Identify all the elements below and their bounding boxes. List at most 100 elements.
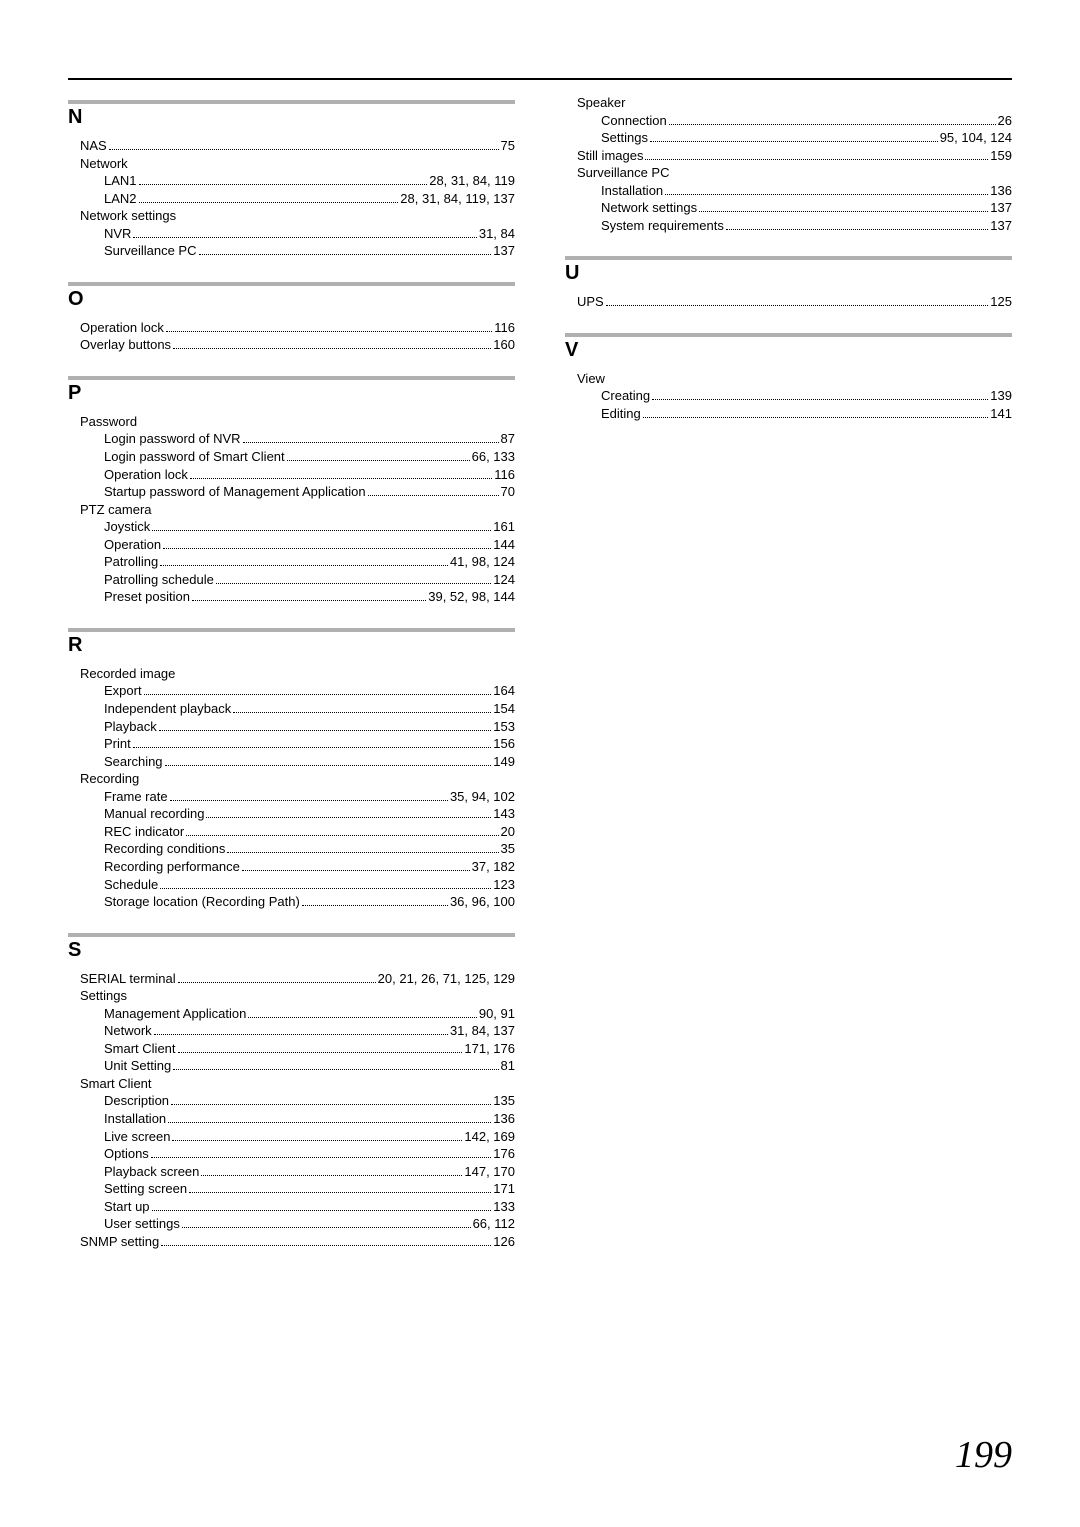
index-entry-pages: 31, 84, 137 (450, 1022, 515, 1040)
leader-dots (109, 149, 499, 150)
leader-dots (160, 565, 448, 566)
index-entry: Smart Client171, 176 (68, 1040, 515, 1058)
index-entry-label: Login password of Smart Client (104, 448, 285, 466)
index-entry-pages: 136 (990, 182, 1012, 200)
leader-dots (192, 600, 426, 601)
index-entry-label: Joystick (104, 518, 150, 536)
index-entry: Options176 (68, 1145, 515, 1163)
index-entry: User settings66, 112 (68, 1215, 515, 1233)
index-entry-label: NVR (104, 225, 131, 243)
index-entry-label: Options (104, 1145, 149, 1163)
index-heading: Smart Client (68, 1075, 515, 1093)
index-entry-pages: 66, 112 (473, 1215, 515, 1233)
leader-dots (652, 399, 988, 400)
index-heading: Recording (68, 770, 515, 788)
index-entry: UPS125 (565, 293, 1012, 311)
index-entry-pages: 143 (493, 805, 515, 823)
index-entry-pages: 95, 104, 124 (940, 129, 1012, 147)
section-letter: N (68, 106, 515, 129)
leader-dots (199, 254, 492, 255)
index-entry-label: Frame rate (104, 788, 168, 806)
section-letter: O (68, 288, 515, 311)
index-entry: NAS 75 (68, 137, 515, 155)
index-entry-label: Startup password of Management Applicati… (104, 483, 366, 501)
index-entry-pages: 161 (493, 518, 515, 536)
index-heading: Speaker (565, 94, 1012, 112)
leader-dots (287, 460, 470, 461)
index-entry: Connection26 (565, 112, 1012, 130)
index-entry-pages: 154 (493, 700, 515, 718)
section-gap (565, 423, 1012, 439)
index-heading: Settings (68, 987, 515, 1005)
index-page: NNAS75NetworkLAN128, 31, 84, 119LAN228, … (0, 0, 1080, 1527)
index-heading: View (565, 370, 1012, 388)
section-rule (68, 282, 515, 286)
index-entry-label: UPS (577, 293, 604, 311)
index-entry: LAN128, 31, 84, 119 (68, 172, 515, 190)
index-heading: PTZ camera (68, 501, 515, 519)
index-entry-pages: 35, 94, 102 (450, 788, 515, 806)
index-entry-pages: 37, 182 (472, 858, 515, 876)
index-entry-label: Patrolling schedule (104, 571, 214, 589)
index-entry: Network settings137 (565, 199, 1012, 217)
leader-dots (144, 694, 492, 695)
index-entry: Independent playback154 (68, 700, 515, 718)
index-entry-label: Operation (104, 536, 161, 554)
index-entry: Login password of Smart Client66, 133 (68, 448, 515, 466)
index-entry: Operation144 (68, 536, 515, 554)
section-gap (68, 1250, 515, 1266)
leader-dots (161, 1245, 491, 1246)
index-entry-pages: 75 (501, 137, 515, 155)
index-heading: Password (68, 413, 515, 431)
section-rule (68, 100, 515, 104)
index-entry-pages: 35 (501, 840, 515, 858)
leader-dots (302, 905, 448, 906)
index-entry: Operation lock116 (68, 466, 515, 484)
index-entry-pages: 36, 96, 100 (450, 893, 515, 911)
section-letter: R (68, 634, 515, 657)
leader-dots (139, 184, 428, 185)
index-entry-label: Start up (104, 1198, 150, 1216)
leader-dots (171, 1104, 491, 1105)
index-entry: Schedule123 (68, 876, 515, 894)
index-entry-pages: 156 (493, 735, 515, 753)
index-entry: Searching149 (68, 753, 515, 771)
right-column: SpeakerConnection26Settings95, 104, 124S… (565, 94, 1012, 1266)
index-entry-label: Export (104, 682, 142, 700)
leader-dots (133, 237, 476, 238)
leader-dots (154, 1034, 448, 1035)
index-entry-pages: 126 (493, 1233, 515, 1251)
index-entry-pages: 137 (990, 217, 1012, 235)
index-entry-label: Description (104, 1092, 169, 1110)
index-entry-pages: 137 (493, 242, 515, 260)
index-entry-pages: 70 (501, 483, 515, 501)
index-entry-pages: 164 (493, 682, 515, 700)
section-letter: P (68, 382, 515, 405)
index-entry: Export 164 (68, 682, 515, 700)
index-entry: Management Application90, 91 (68, 1005, 515, 1023)
section-gap (565, 234, 1012, 250)
leader-dots (178, 982, 376, 983)
leader-dots (173, 1069, 498, 1070)
index-entry-pages: 124 (493, 571, 515, 589)
index-entry-label: Live screen (104, 1128, 170, 1146)
index-entry-label: Unit Setting (104, 1057, 171, 1075)
index-entry: Login password of NVR87 (68, 430, 515, 448)
section-letter: S (68, 939, 515, 962)
index-entry: Settings95, 104, 124 (565, 129, 1012, 147)
index-entry-label: Surveillance PC (104, 242, 197, 260)
index-entry-pages: 20, 21, 26, 71, 125, 129 (378, 970, 515, 988)
leader-dots (606, 305, 989, 306)
index-entry-label: Operation lock (80, 319, 164, 337)
index-entry-pages: 147, 170 (464, 1163, 515, 1181)
index-entry-label: NAS (80, 137, 107, 155)
leader-dots (242, 870, 470, 871)
index-entry-label: Overlay buttons (80, 336, 171, 354)
index-entry-label: Recording conditions (104, 840, 225, 858)
leader-dots (645, 159, 988, 160)
section-gap (68, 606, 515, 622)
index-entry-label: Network settings (601, 199, 697, 217)
leader-dots (173, 348, 491, 349)
index-entry: Frame rate 35, 94, 102 (68, 788, 515, 806)
index-entry-pages: 171 (493, 1180, 515, 1198)
